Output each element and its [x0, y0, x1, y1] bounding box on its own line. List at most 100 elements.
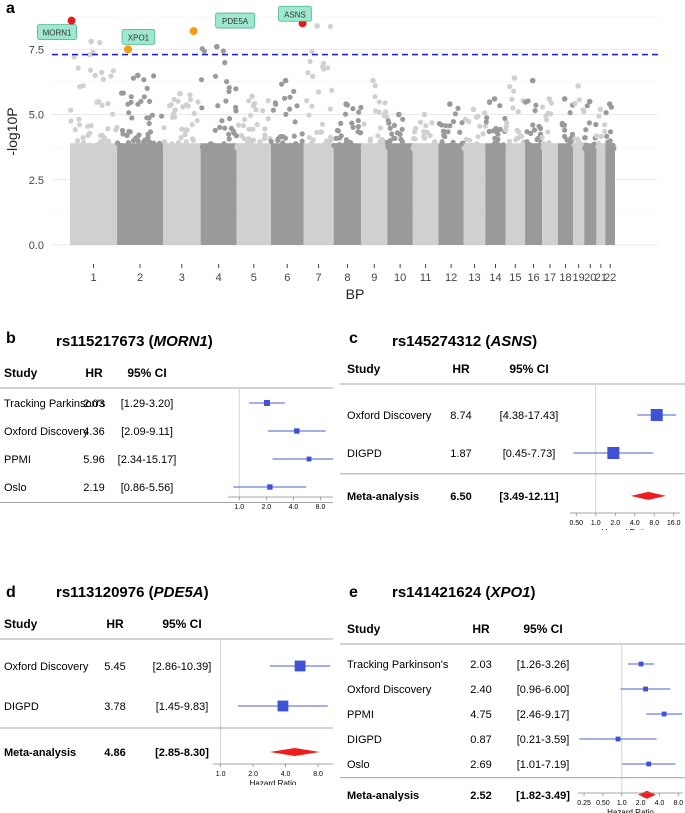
x-tick-label: 3: [179, 272, 185, 284]
snp-point: [74, 138, 81, 144]
x-tick-label: 4: [216, 272, 222, 284]
snp-point: [455, 105, 461, 111]
snp-point: [280, 145, 287, 151]
snp-point: [562, 127, 568, 133]
snp-point: [262, 126, 268, 132]
snp-point: [564, 137, 570, 143]
snp-point: [172, 107, 178, 113]
snp-point: [591, 141, 597, 147]
ci-value: [2.34-15.17]: [118, 454, 177, 466]
snp-point: [198, 77, 205, 83]
chromosome-band-1: [70, 143, 118, 245]
meta-ci: [2.85-8.30]: [155, 747, 209, 759]
snp-point: [594, 133, 600, 139]
x-tick-label: 4.0: [630, 520, 640, 527]
snp-peak-point: [88, 38, 94, 45]
snp-point: [509, 96, 515, 102]
hr-value: 4.36: [83, 426, 104, 438]
effect-box: [263, 400, 270, 406]
snp-point: [484, 115, 490, 121]
chromosome-band-6: [271, 143, 304, 245]
snp-point: [219, 118, 225, 124]
snp-point: [392, 135, 398, 141]
snp-point: [184, 127, 190, 133]
snp-point: [171, 96, 177, 102]
snp-point: [441, 132, 447, 138]
snp-point: [543, 144, 549, 150]
snp-point: [447, 143, 453, 149]
hr-value: 2.19: [83, 482, 104, 494]
snp-point: [187, 92, 193, 98]
manhattan-plot: 0.02.55.07.51 2 3 4 5 6 7 8 9 10 11 12 13 14 15 16 17 18 1…: [4, 5, 658, 302]
snp-label-box: [37, 24, 77, 41]
chromosome-band-20: [584, 143, 597, 245]
snp-point: [97, 39, 103, 46]
snp-point: [199, 105, 205, 111]
snp-point: [212, 127, 218, 133]
snp-point: [546, 139, 552, 146]
chromosome-band-11: [412, 143, 439, 245]
snp-point: [503, 127, 509, 133]
snp-label-box: [121, 28, 156, 45]
study-name: Oxford Discovery: [4, 426, 89, 438]
snp-point: [252, 100, 258, 107]
snp-point: [189, 144, 195, 150]
snp-point: [595, 144, 601, 150]
snp-point: [221, 141, 227, 147]
snp-point: [491, 144, 497, 150]
snp-point: [265, 98, 271, 104]
snp-point: [336, 135, 343, 141]
hr-value: 5.96: [83, 454, 104, 466]
snp-point: [201, 143, 207, 149]
effect-box: [267, 484, 273, 490]
x-tick-label: 12: [445, 272, 457, 284]
snp-point: [485, 145, 491, 151]
snp-point: [222, 60, 228, 66]
y-tick-label: 2.5: [29, 175, 44, 187]
snp-point: [134, 135, 140, 141]
chromosome-band-8: [333, 143, 362, 245]
snp-point: [329, 87, 335, 93]
snp-point: [602, 122, 608, 128]
snp-point: [201, 48, 207, 54]
snp-point: [453, 145, 459, 151]
snp-point: [515, 109, 521, 115]
effect-box: [615, 736, 621, 742]
snp-point: [246, 126, 252, 132]
snp-point: [473, 143, 479, 149]
chromosome-band-9: [361, 143, 388, 245]
snp-point: [461, 145, 467, 151]
highlighted-snp-xpo1: [124, 45, 133, 54]
snp-point: [421, 133, 427, 139]
snp-point: [569, 131, 576, 137]
snp-point: [226, 136, 232, 142]
snp-point: [189, 122, 195, 128]
hr-value: 4.75: [470, 709, 491, 721]
snp-point: [507, 84, 513, 90]
snp-point: [187, 97, 193, 103]
snp-point: [567, 141, 573, 147]
snp-label: MORN1: [43, 29, 72, 38]
effect-box: [646, 761, 652, 767]
x-axis-title: Hazard Ratio: [602, 528, 649, 530]
snp-point: [580, 107, 586, 113]
snp-point: [181, 145, 187, 151]
snp-point: [571, 142, 577, 148]
hr-value: 2.40: [470, 684, 491, 696]
ci-value: [0.96-6.00]: [517, 684, 570, 696]
snp-point: [450, 119, 456, 125]
x-tick-label: 8: [344, 272, 350, 284]
snp-point: [182, 131, 188, 138]
panel-letter-d: d: [6, 584, 16, 601]
x-tick-label: 4.0: [655, 800, 665, 807]
snp-point: [261, 144, 267, 150]
snp-point: [159, 113, 165, 119]
snp-point: [280, 140, 286, 146]
snp-point: [439, 122, 445, 128]
snp-point: [375, 142, 382, 148]
snp-point: [295, 145, 301, 151]
snp-point: [525, 98, 531, 104]
snp-point: [586, 120, 593, 126]
snp-point: [291, 88, 297, 94]
hr-value: 3.78: [104, 701, 125, 713]
